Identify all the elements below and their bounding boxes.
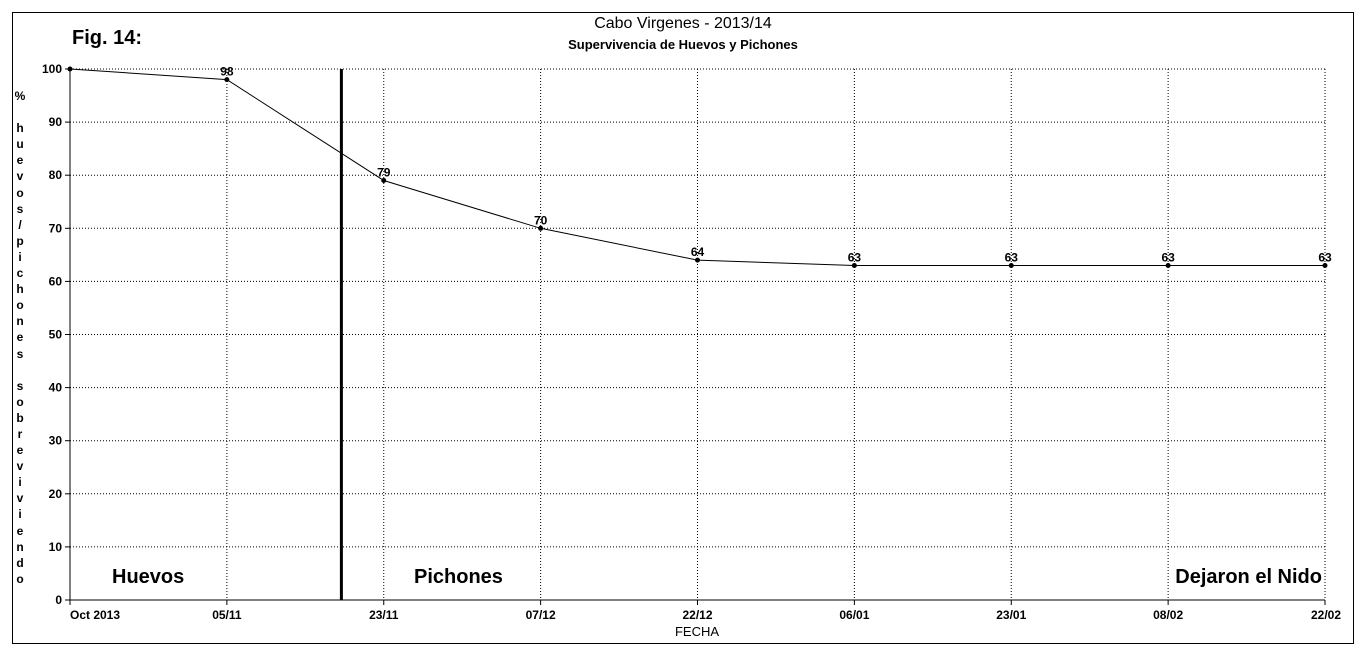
series-line bbox=[69, 68, 1325, 266]
chart-frame bbox=[12, 12, 1354, 644]
region-label-huevos: Huevos bbox=[112, 566, 185, 588]
data-label: 98 bbox=[220, 65, 234, 79]
data-point bbox=[381, 178, 387, 184]
x-tick-label: 08/02 bbox=[1153, 608, 1183, 622]
data-label: 63 bbox=[1161, 250, 1175, 264]
x-tick-label: 23/01 bbox=[996, 608, 1026, 622]
y-tick-label: 90 bbox=[49, 115, 63, 129]
data-point bbox=[695, 257, 700, 263]
data-label: 63 bbox=[848, 250, 862, 264]
x-tick-label: 06/01 bbox=[839, 608, 869, 622]
x-tick-label: 22/02 bbox=[1311, 608, 1341, 622]
y-tick-label: 60 bbox=[49, 274, 63, 288]
y-tick-label: 10 bbox=[49, 540, 63, 554]
data-label: 79 bbox=[377, 166, 391, 180]
chart-subtitle: Supervivencia de Huevos y Pichones bbox=[568, 37, 798, 52]
y-axis-label: % h u e v o s / p i c h o n e s s o b r … bbox=[14, 89, 26, 586]
data-label: 70 bbox=[534, 213, 548, 227]
x-tick-label: 23/11 bbox=[369, 608, 399, 622]
chart-title: Cabo Virgenes - 2013/14 bbox=[594, 15, 772, 32]
region-label-pichones: Pichones bbox=[414, 566, 503, 588]
data-label: 64 bbox=[691, 245, 705, 259]
data-point bbox=[851, 262, 857, 268]
region-label-dejaron-el-nido: Dejaron el Nido bbox=[1175, 566, 1322, 588]
data-point bbox=[538, 225, 544, 231]
y-tick-label: 40 bbox=[49, 381, 63, 395]
data-point bbox=[1165, 262, 1171, 268]
y-tick-label: 30 bbox=[49, 434, 63, 448]
data-point bbox=[67, 66, 73, 72]
y-tick-label: 20 bbox=[49, 487, 63, 501]
data-point bbox=[1322, 262, 1328, 268]
y-tick-label: 0 bbox=[55, 593, 62, 607]
y-tick-label: 100 bbox=[42, 62, 62, 76]
data-point bbox=[1008, 262, 1014, 268]
figure-label: Fig. 14: bbox=[72, 27, 143, 49]
y-tick-label: 70 bbox=[49, 221, 63, 235]
y-tick-label: 80 bbox=[49, 168, 63, 182]
y-tick-label: 50 bbox=[49, 328, 63, 342]
data-label: 63 bbox=[1005, 250, 1019, 264]
x-axis-label: FECHA bbox=[674, 624, 720, 639]
x-tick-label: Oct 2013 bbox=[70, 608, 120, 622]
x-tick-label: 22/12 bbox=[682, 608, 712, 622]
x-tick-label: 07/12 bbox=[526, 608, 556, 622]
data-point bbox=[224, 77, 230, 83]
data-label: 63 bbox=[1318, 250, 1332, 264]
x-tick-label: 05/11 bbox=[212, 608, 242, 622]
